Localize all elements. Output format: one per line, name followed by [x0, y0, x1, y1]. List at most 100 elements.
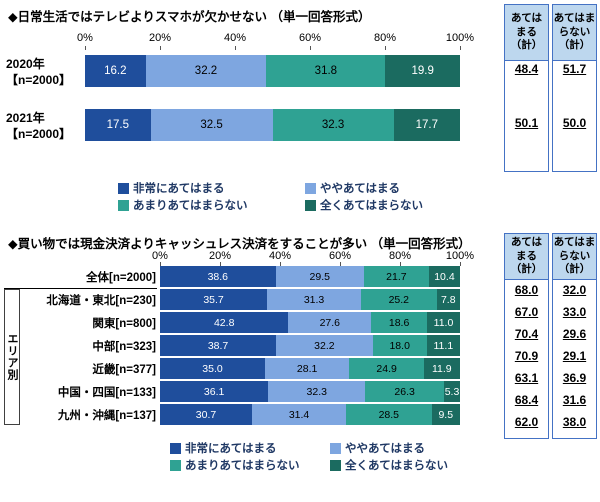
bar-value: 26.3: [394, 385, 415, 398]
bar-segment-1: 31.4: [252, 404, 347, 425]
bar-value: 29.5: [309, 270, 330, 283]
summary-box-agree-chart2: あては まる （計）: [504, 233, 549, 439]
summary-agree-value: 62.0: [514, 415, 539, 429]
legend-item: 全くあてはまらない: [330, 457, 448, 473]
summary-header-disagree: あてはま らない （計）: [553, 234, 596, 280]
bar-segment-0: 17.5: [85, 109, 151, 141]
bar-row: 42.8 27.6 18.6 11.0: [160, 312, 460, 333]
bar-value: 38.6: [207, 270, 228, 283]
bar-segment-0: 35.0: [160, 358, 265, 379]
bar-value: 27.6: [319, 316, 340, 329]
axis-tick-mark: [340, 262, 341, 266]
bar-row: 16.2 32.2 31.8 19.9: [85, 55, 460, 87]
axis-tick-label: 80%: [388, 250, 412, 262]
axis-tick-label: 0%: [152, 250, 168, 262]
summary-agree-value: 70.9: [514, 349, 539, 363]
axis-tick-mark: [160, 262, 161, 266]
bar-segment-2: 31.8: [266, 55, 386, 87]
legend-swatch: [305, 182, 316, 194]
area-group-label: エリア別: [6, 333, 18, 381]
legend-swatch: [118, 199, 129, 211]
summary-header-agree-label: あては まる （計）: [510, 12, 543, 52]
legend-label: 全くあてはまらない: [345, 460, 449, 472]
summary-header-disagree-label: あてはま らない （計）: [553, 12, 596, 52]
legend-label: 非常にあてはまる: [133, 183, 225, 195]
bar-segment-2: 21.7: [363, 266, 429, 287]
bar-value: 28.1: [296, 362, 318, 375]
axis-tick-label: 0%: [77, 32, 93, 44]
row-label: 北海道・東北[n=230]: [46, 295, 156, 307]
summary-header-agree: あては まる （計）: [505, 234, 548, 280]
legend-swatch: [118, 182, 129, 194]
legend-item: 全くあてはまらない: [305, 197, 423, 213]
legend-item: あまりあてはまらない: [118, 197, 248, 213]
legend-label: ややあてはまる: [345, 443, 426, 455]
bar-row: 30.7 31.4 28.5 9.5: [160, 404, 460, 425]
bar-segment-0: 35.7: [160, 289, 268, 310]
bar-row: 38.7 32.2 18.0 11.1: [160, 335, 460, 356]
chart2-title: ◆買い物では現金決済よりキャッシュレス決済をすることが多い （単一回答形式）: [8, 237, 471, 251]
bar-value: 36.1: [203, 385, 225, 398]
bar-segment-2: 18.6: [371, 312, 427, 333]
axis-tick-mark: [460, 262, 461, 266]
axis-tick-label: 20%: [148, 32, 172, 44]
summary-disagree-value: 29.6: [562, 327, 587, 341]
axis-tick-label: 100%: [445, 250, 475, 262]
bar-value: 17.5: [106, 119, 129, 131]
summary-header-disagree: あてはま らない （計）: [553, 5, 596, 61]
summary-disagree-value: 50.0: [562, 116, 587, 130]
bar-segment-3: 11.1: [426, 335, 460, 356]
row-label: 中国・四国[n=133]: [57, 387, 156, 399]
bar-segment-1: 27.6: [288, 312, 372, 333]
bar-segment-3: 17.7: [393, 109, 460, 141]
bar-segment-0: 38.7: [160, 335, 277, 356]
summary-box-agree-chart1: あては まる （計）: [504, 4, 549, 172]
axis-tick-mark: [310, 46, 311, 50]
bar-segment-2: 24.9: [349, 358, 424, 379]
bar-value: 21.7: [386, 270, 407, 283]
bar-segment-3: 19.9: [385, 55, 460, 87]
bar-segment-1: 28.1: [265, 358, 350, 379]
legend-swatch: [170, 442, 181, 454]
bar-segment-2: 18.0: [372, 335, 427, 356]
axis-tick-mark: [400, 262, 401, 266]
chart1-title: ◆日常生活ではテレビよりスマホが欠かせない （単一回答形式）: [8, 10, 371, 24]
summary-header-disagree-label: あてはま らない （計）: [553, 236, 596, 276]
summary-agree-value: 70.4: [514, 327, 539, 341]
bar-value: 24.9: [376, 362, 397, 375]
row-label: 全体[n=2000]: [86, 272, 156, 284]
row-label: 中部[n=323]: [92, 341, 156, 353]
bar-value: 19.9: [411, 65, 434, 77]
legend-item: 非常にあてはまる: [118, 180, 225, 196]
legend-label: あまりあてはまらない: [185, 460, 300, 472]
axis-tick-mark: [220, 262, 221, 266]
bar-value: 11.0: [433, 316, 454, 329]
bar-value: 18.0: [389, 339, 410, 352]
bar-segment-3: 10.4: [428, 266, 460, 287]
bar-value: 30.7: [195, 408, 217, 421]
axis-tick-label: 80%: [373, 32, 397, 44]
bar-row: 35.7 31.3 25.2 7.8: [160, 289, 460, 310]
summary-agree-value: 48.4: [514, 62, 539, 76]
bar-segment-1: 32.2: [276, 335, 373, 356]
axis-tick-mark: [160, 46, 161, 50]
summary-disagree-value: 36.9: [562, 371, 587, 385]
axis-tick-label: 100%: [445, 32, 475, 44]
legend-item: 非常にあてはまる: [170, 440, 277, 456]
bar-segment-0: 36.1: [160, 381, 269, 402]
summary-disagree-value: 31.6: [562, 393, 587, 407]
axis-tick-label: 60%: [328, 250, 352, 262]
bar-value: 35.7: [203, 293, 224, 306]
row-label: 2020年 【n=2000】: [6, 57, 84, 88]
bar-value: 32.3: [321, 119, 345, 131]
summary-header-agree: あては まる （計）: [505, 5, 548, 61]
legend-label: あまりあてはまらない: [133, 200, 248, 212]
bar-value: 16.2: [104, 65, 127, 77]
summary-agree-value: 67.0: [514, 305, 539, 319]
bar-segment-3: 11.9: [423, 358, 460, 379]
summary-agree-value: 68.0: [514, 283, 539, 297]
legend-swatch: [330, 459, 341, 471]
group-separator-line: [4, 288, 157, 289]
bar-value: 35.0: [202, 362, 223, 375]
